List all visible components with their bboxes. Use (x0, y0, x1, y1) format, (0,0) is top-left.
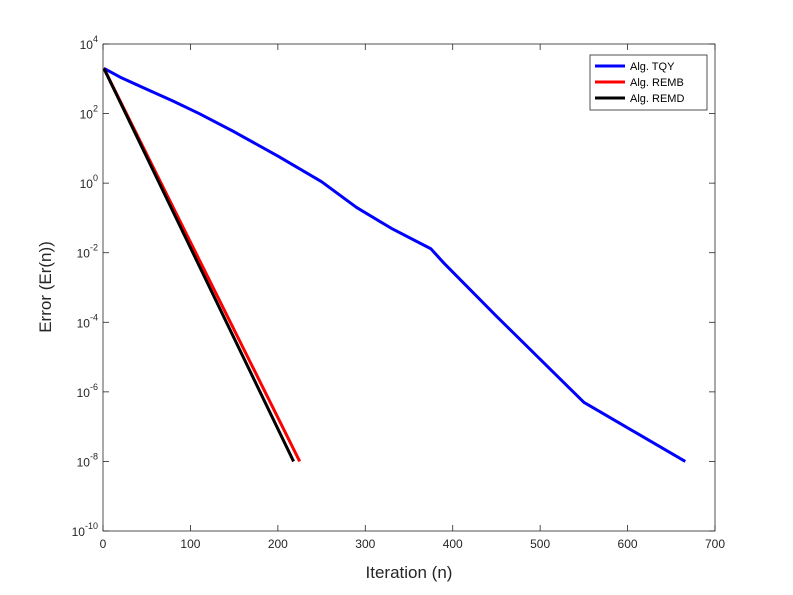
y-tick-label-base: 10 (80, 108, 94, 122)
x-tick-label: 100 (180, 537, 200, 551)
legend-label: Alg. REMB (630, 77, 684, 89)
series-line-1 (103, 66, 687, 463)
series-line-3 (102, 67, 295, 463)
y-tick-label-base: 10 (77, 316, 91, 330)
x-tick-label: 300 (355, 537, 375, 551)
y-tick-label-exponent: 0 (93, 173, 98, 183)
y-tick-label-exponent: -10 (85, 521, 98, 531)
legend-label: Alg. REMD (630, 93, 684, 105)
y-tick-label: 10-2 (77, 243, 98, 261)
y-tick-label: 100 (80, 173, 98, 191)
y-tick-label: 10-8 (77, 451, 98, 469)
y-tick-label-exponent: -8 (90, 451, 98, 461)
y-tick-label-exponent: -4 (90, 312, 98, 322)
plot-area (103, 44, 715, 531)
x-tick-label: 600 (618, 537, 638, 551)
y-tick-label-base: 10 (80, 177, 94, 191)
y-axis-title: Error (Er(n)) (36, 241, 55, 333)
y-tick-label-exponent: -6 (90, 382, 98, 392)
y-tick-label-base: 10 (80, 38, 94, 52)
y-tick-label: 104 (80, 34, 98, 52)
y-tick-label-base: 10 (72, 525, 86, 539)
x-tick-label: 200 (268, 537, 288, 551)
y-tick-label-base: 10 (77, 455, 91, 469)
legend-label: Alg. TQY (630, 61, 675, 73)
y-tick-label: 10-6 (77, 382, 98, 400)
y-tick-label: 102 (80, 104, 98, 122)
y-tick-label: 10-10 (72, 521, 98, 539)
x-axis-title: Iteration (n) (366, 563, 453, 582)
legend: Alg. TQY Alg. REMB Alg. REMD (589, 54, 708, 111)
x-axis: 0 100 200 300 400 500 600 700 (100, 44, 725, 551)
axes-box (102, 43, 716, 532)
x-tick-label: 500 (530, 537, 550, 551)
y-tick-label-base: 10 (77, 247, 91, 261)
y-tick-label-base: 10 (77, 386, 91, 400)
series-layer (102, 66, 687, 463)
y-tick-label: 10-4 (77, 312, 98, 330)
y-tick-label-exponent: -2 (90, 243, 98, 253)
x-tick-label: 700 (705, 537, 725, 551)
x-tick-label: 0 (100, 537, 107, 551)
x-tick-label: 400 (443, 537, 463, 551)
y-tick-label-exponent: 2 (93, 104, 98, 114)
y-tick-label-exponent: 4 (93, 34, 98, 44)
